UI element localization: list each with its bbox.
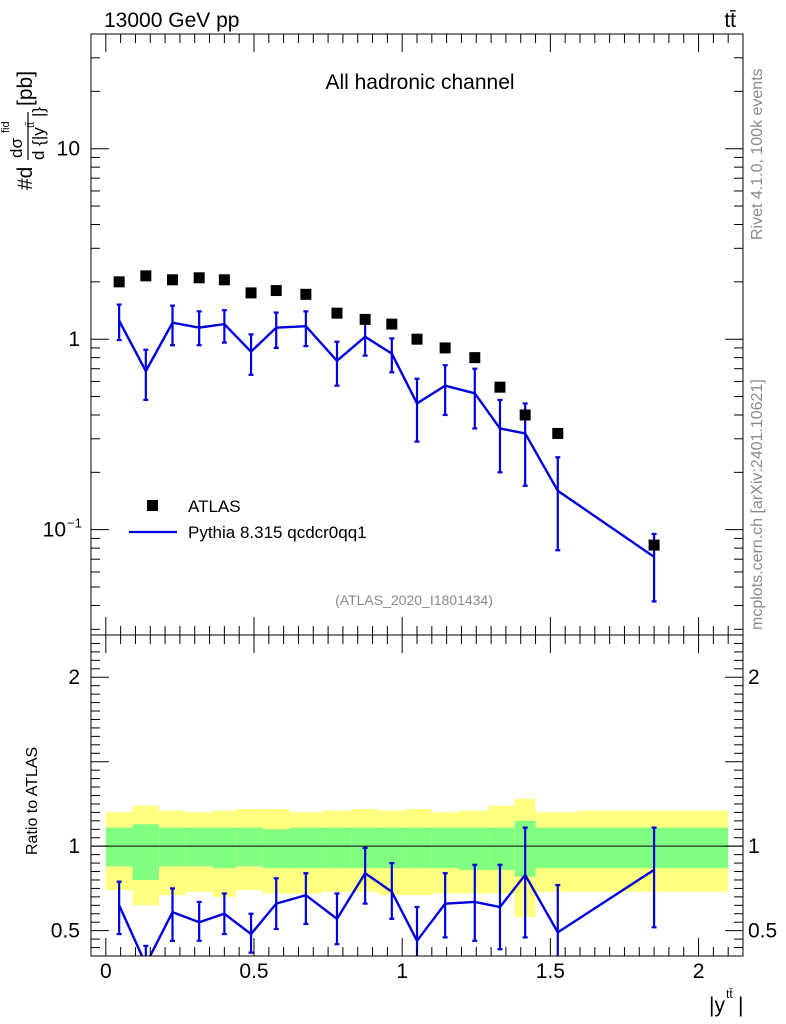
mcplots-source-label: mcplots.cern.ch [arXiv:2401.10621] — [749, 379, 766, 630]
ylabel-prefix: #d — [14, 167, 37, 190]
ratio-panel: 0 0.5 1 1.5 2 0.5 0.5 1 1 2 2 Ratio to ATLAS |y tt… — [24, 634, 777, 1017]
atlas-data-point — [648, 539, 660, 551]
ratio-y-tick-label-right: 1 — [748, 835, 760, 858]
legend-marker-atlas — [147, 500, 158, 511]
ratio-y-tick-label-left: 1 — [68, 835, 80, 858]
ratio-band-inner — [322, 827, 352, 869]
ratio-band-inner — [488, 827, 515, 870]
legend-label-pythia: Pythia 8.315 qcdcr0qq1 — [188, 523, 367, 542]
ratio-band-inner — [212, 827, 237, 869]
atlas-data-point — [439, 342, 451, 354]
ratio-x-tick-label: 1 — [396, 960, 408, 983]
ratio-band-inner — [185, 827, 213, 867]
atlas-data-point — [331, 307, 343, 319]
main-y-tick-label: 1 — [68, 328, 80, 351]
analysis-label: (ATLAS_2020_I1801434) — [335, 592, 493, 608]
legend: ATLAS Pythia 8.315 qcdcr0qq1 — [129, 497, 367, 542]
atlas-data-point — [245, 287, 257, 299]
main-y-axis-label: #d dσ fid d {|y tt̄ |} [pb] — [0, 71, 48, 190]
atlas-data-point — [300, 288, 312, 300]
ylabel-denominator-sup: tt̄ — [25, 122, 37, 128]
ratio-band-inner — [458, 827, 489, 870]
main-data-layer — [113, 270, 660, 603]
atlas-data-point — [469, 352, 481, 364]
ratio-band-inner — [535, 827, 578, 869]
ratio-y-tick-label-left: 2 — [68, 666, 80, 689]
atlas-data-point — [519, 409, 531, 421]
main-y-tick-label: 10 — [43, 519, 66, 542]
atlas-data-point — [167, 274, 178, 286]
rivet-version-label: Rivet 4.1.0, 100k events — [749, 68, 766, 240]
atlas-data-point — [140, 270, 152, 282]
ratio-axis-ticks: 0 0.5 1 1.5 2 0.5 0.5 1 1 2 2 — [51, 634, 777, 983]
ratio-y-axis-label: Ratio to ATLAS — [24, 747, 41, 855]
ratio-x-tick-label: 1.5 — [536, 960, 565, 983]
ratio-x-tick-label: 0.5 — [239, 960, 268, 983]
ratio-y-tick-label-right: 2 — [748, 666, 760, 689]
ratio-y-tick-label-right: 0.5 — [748, 920, 777, 943]
atlas-data-point — [494, 381, 506, 393]
ratio-band-inner — [132, 824, 160, 880]
ratio-x-tick-label: 2 — [693, 960, 705, 983]
ratio-x-tick-label: 0 — [100, 960, 112, 983]
ylabel-numerator-sup: fid — [0, 121, 12, 133]
ratio-data-layer — [91, 798, 743, 956]
xlabel-main: |y — [709, 994, 725, 1017]
main-y-tick-label-sup: −1 — [67, 516, 82, 531]
atlas-data-point — [386, 318, 398, 330]
ratio-mc-line — [118, 868, 655, 956]
x-axis-label: |y tt̄ | — [709, 987, 743, 1017]
ratio-band-inner — [159, 827, 186, 867]
ratio-band-inner — [431, 827, 459, 869]
ratio-band-inner — [577, 827, 729, 869]
main-title: All hadronic channel — [325, 71, 514, 94]
ylabel-unit: [pb] — [14, 71, 37, 106]
ylabel-numerator: dσ — [7, 138, 26, 158]
ratio-band-inner — [289, 827, 323, 869]
mc-line — [118, 320, 655, 558]
ratio-mc-group — [116, 826, 657, 956]
main-y-tick-label: 10 — [57, 138, 80, 161]
ratio-y-tick-label-left: 0.5 — [51, 920, 80, 943]
ratio-band-inner — [378, 827, 406, 869]
xlabel-close: | — [738, 994, 743, 1017]
ratio-band-inner — [105, 827, 133, 867]
atlas-data-point — [359, 313, 371, 325]
atlas-data-point — [552, 427, 564, 439]
legend-label-atlas: ATLAS — [188, 497, 241, 516]
atlas-data-point — [113, 276, 125, 288]
atlas-data-point — [193, 272, 205, 284]
ratio-band-inner — [405, 827, 432, 869]
xlabel-sup: tt̄ — [726, 987, 733, 1001]
energy-label: 13000 GeV pp — [104, 9, 239, 32]
ratio-band-inner — [236, 827, 263, 867]
ylabel-denominator: d {|y — [29, 127, 48, 160]
atlas-data-point — [218, 274, 230, 286]
atlas-data-point — [270, 285, 282, 297]
ylabel-denominator-close: |} — [29, 107, 48, 117]
atlas-data-point — [411, 333, 423, 345]
ratio-band-inner — [262, 829, 290, 869]
process-label: tt̄ — [724, 9, 736, 32]
